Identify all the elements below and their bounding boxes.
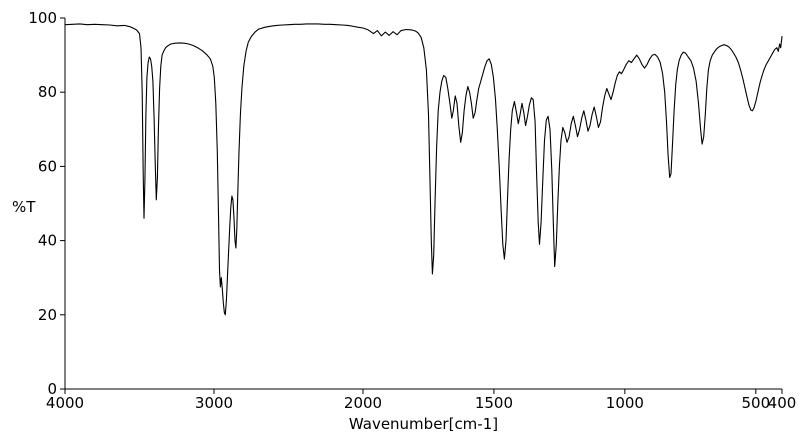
x-axis-title: Wavenumber[cm-1] (348, 415, 499, 433)
axes (64, 18, 782, 390)
y-tick-label: 60 (38, 157, 57, 175)
x-tick-label: 2000 (344, 394, 382, 412)
x-tick-label: 4000 (46, 394, 84, 412)
spectrum-line (64, 23, 783, 316)
x-tick-label: 3000 (195, 394, 233, 412)
x-tick-label: 1000 (606, 394, 644, 412)
x-tick-label: 1500 (475, 394, 513, 412)
y-tick-label: 80 (38, 83, 57, 101)
y-tick-label: 40 (38, 232, 57, 250)
y-tick-label: 0 (47, 380, 57, 398)
x-tick-label: 400 (768, 394, 797, 412)
y-tick-label: 20 (38, 306, 57, 324)
y-tick-label: 100 (28, 9, 57, 27)
x-tick-label: 500 (741, 394, 770, 412)
y-axis-title: %T (12, 198, 36, 216)
